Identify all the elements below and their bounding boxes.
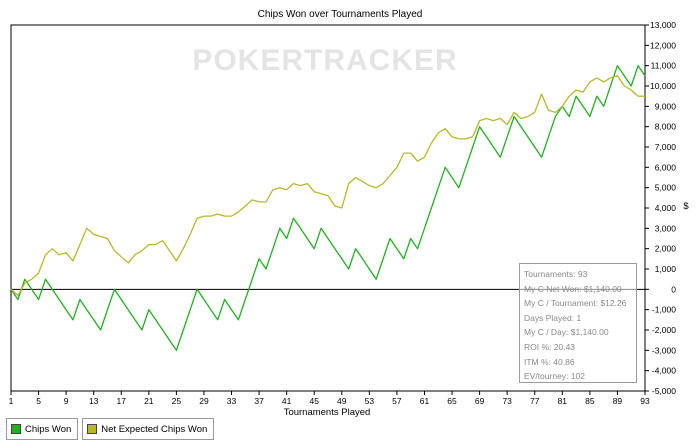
stat-net-won: My C Net Won: $1,140.00 [524, 282, 636, 297]
y-tick-label: -5,000 [652, 386, 676, 396]
y-tick-label: 4,000 [655, 203, 677, 213]
x-tick-label: 21 [144, 396, 154, 406]
x-tick-label: 93 [640, 396, 650, 406]
stat-days-played: Days Played: 1 [524, 311, 636, 326]
y-tick-label: -2,000 [652, 325, 676, 335]
x-tick-label: 89 [613, 396, 623, 406]
x-tick-label: 25 [172, 396, 182, 406]
stat-itm: ITM %: 40.86 [524, 355, 636, 370]
y-tick-label: 7,000 [655, 142, 677, 152]
watermark-logo: POKERTRACKER [192, 44, 457, 77]
stat-ev-tourney: EV/tourney: 102 [524, 369, 636, 384]
x-tick-label: 5 [36, 396, 41, 406]
y-tick-label: 13,000 [650, 20, 676, 30]
x-tick-label: 37 [254, 396, 264, 406]
legend-item-chips-won[interactable]: Chips Won [6, 418, 78, 440]
x-tick-label: 29 [199, 396, 209, 406]
x-tick-label: 1 [9, 396, 14, 406]
y-tick-label: 1,000 [655, 264, 677, 274]
x-tick-label: 45 [309, 396, 319, 406]
x-tick-label: 9 [64, 396, 69, 406]
y-tick-label: -4,000 [652, 366, 676, 376]
legend-label-chips-won: Chips Won [25, 424, 71, 435]
x-tick-label: 85 [585, 396, 595, 406]
y-tick-label: 10,000 [650, 81, 676, 91]
stat-tournaments: Tournaments: 93 [524, 267, 636, 282]
y-tick-label: 11,000 [651, 61, 677, 71]
legend-swatch-chips-won [11, 424, 21, 434]
stat-per-tournament: My C / Tournament: $12.26 [524, 296, 636, 311]
y-axis-label: $ [683, 201, 689, 212]
chart-title: Chips Won over Tournaments Played [258, 9, 423, 20]
x-tick-label: 73 [502, 396, 512, 406]
y-tick-label: -1,000 [652, 305, 676, 315]
legend-item-net-expected[interactable]: Net Expected Chips Won [82, 418, 214, 440]
x-tick-label: 65 [447, 396, 457, 406]
x-tick-label: 33 [227, 396, 237, 406]
y-tick-label: -3,000 [652, 345, 676, 355]
y-tick-label: 3,000 [655, 223, 677, 233]
y-tick-label: 2,000 [655, 244, 677, 254]
x-tick-label: 13 [89, 396, 99, 406]
stats-panel: Tournaments: 93 My C Net Won: $1,140.00 … [519, 263, 637, 383]
x-axis-label: Tournaments Played [284, 407, 371, 418]
y-tick-label: 12,000 [650, 40, 676, 50]
x-axis: 1 5 9 13 17 21 25 29 33 37 41 45 49 53 57 61 65 69 73 77 81 8… [9, 391, 650, 406]
stat-per-day: My C / Day: $1,140.00 [524, 325, 636, 340]
x-tick-label: 53 [365, 396, 375, 406]
x-tick-label: 81 [558, 396, 568, 406]
x-tick-label: 61 [420, 396, 430, 406]
x-tick-label: 17 [117, 396, 127, 406]
x-tick-label: 57 [392, 396, 402, 406]
legend: Chips Won Net Expected Chips Won [6, 418, 214, 440]
x-tick-label: 69 [475, 396, 485, 406]
stat-roi: ROI %: 20.43 [524, 340, 636, 355]
y-axis: -5,000 -4,000 -3,000 -2,000 -1,000 0 1,000 2,00… [645, 20, 676, 396]
legend-swatch-net-expected [87, 424, 97, 434]
y-tick-label: 9,000 [655, 101, 677, 111]
y-tick-label: 8,000 [655, 122, 677, 132]
y-tick-label: 5,000 [655, 183, 677, 193]
y-tick-label: 6,000 [655, 162, 677, 172]
y-tick-label: 0 [671, 284, 676, 294]
legend-label-net-expected: Net Expected Chips Won [101, 424, 207, 435]
x-tick-label: 41 [282, 396, 292, 406]
x-tick-label: 49 [337, 396, 347, 406]
x-tick-label: 77 [530, 396, 540, 406]
